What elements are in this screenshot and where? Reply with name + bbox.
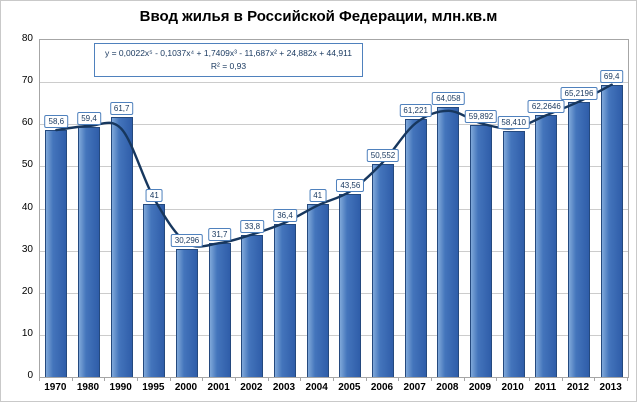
bar-value-label: 61,7 [109, 102, 134, 116]
bar-value-label: 50,552 [366, 149, 400, 163]
chart-title: Ввод жилья в Российской Федерации, млн.к… [139, 8, 498, 25]
x-axis-tick-label: 1970 [44, 382, 67, 393]
bar-value-label: 62,2646 [527, 99, 565, 113]
bar-2009 [470, 124, 492, 377]
bar-value-label: 61,221 [399, 104, 432, 118]
bar-2008 [437, 107, 460, 377]
x-axis-tick-label: 2010 [501, 382, 524, 393]
bar-value-label: 30,296 [170, 234, 204, 248]
gridline [40, 250, 628, 252]
bar-2010 [502, 130, 525, 377]
bar-value-label: 58,6 [44, 115, 69, 129]
x-axis-tick-label: 2002 [240, 382, 263, 393]
x-axis-tick [267, 377, 269, 381]
x-axis-tick [431, 377, 432, 381]
bar-value-label: 69,4 [599, 69, 624, 83]
x-axis-tick-label: 1995 [142, 382, 165, 393]
x-axis-tick [137, 377, 138, 381]
bar-2013 [600, 84, 623, 377]
bar-value-label: 58,410 [497, 115, 530, 129]
bar-2005 [339, 193, 362, 377]
y-axis-tick-label: 80 [21, 33, 33, 44]
x-axis-tick [333, 377, 334, 381]
x-axis-tick [104, 377, 106, 381]
bar-value-label: 33,8 [240, 219, 265, 233]
x-axis-tick-label: 1980 [76, 382, 100, 393]
bar-value-label: 59,892 [464, 109, 498, 123]
y-axis-tick-label: 60 [21, 117, 33, 129]
bar-2002 [241, 234, 264, 377]
bar-1995 [143, 204, 166, 377]
x-axis-tick-label: 2009 [468, 382, 492, 393]
bar-2000 [176, 249, 198, 377]
y-axis-tick-label: 70 [21, 75, 33, 87]
x-axis-tick-label: 2011 [534, 382, 557, 393]
x-axis-tick [561, 377, 563, 381]
x-axis-tick-label: 1990 [109, 382, 132, 393]
x-axis-tick [235, 377, 236, 381]
x-axis-tick-label: 2004 [305, 382, 328, 393]
y-axis-tick-label: 20 [21, 285, 33, 297]
x-axis-tick [594, 377, 596, 381]
trendline-equation-box: y = 0,0022x⁵ - 0,1037x⁴ + 1,7409x³ - 11,… [94, 43, 363, 77]
bar-1980 [78, 126, 100, 377]
plot-area: y = 0,0022x⁵ - 0,1037x⁴ + 1,7409x³ - 11,… [39, 39, 629, 378]
bar-value-label: 65,2196 [560, 87, 598, 101]
bar-value-label: 59,4 [77, 111, 101, 125]
x-axis-tick-label: 2003 [272, 382, 296, 393]
x-axis-tick [202, 377, 204, 381]
bar-value-label: 43,56 [336, 178, 365, 192]
bar-value-label: 41 [145, 189, 163, 203]
x-axis-tick-label: 2005 [338, 382, 361, 393]
bar-2006 [372, 164, 394, 377]
x-axis-tick-label: 2006 [370, 382, 394, 393]
x-axis-tick [398, 377, 400, 381]
bar-2011 [535, 114, 558, 377]
y-axis-tick-label: 0 [27, 370, 33, 381]
x-axis-tick-label: 2012 [566, 382, 590, 393]
x-axis-tick [529, 377, 530, 381]
bar-2012 [568, 102, 590, 377]
gridline [40, 292, 628, 294]
x-axis-tick [627, 377, 628, 381]
x-axis-tick [39, 377, 40, 381]
y-axis-tick-label: 50 [21, 159, 33, 171]
x-axis-tick [463, 377, 465, 381]
x-axis-tick [169, 377, 171, 381]
x-axis-tick [71, 377, 73, 381]
bar-value-label: 36,4 [273, 208, 297, 222]
y-axis-tick-label: 40 [21, 201, 33, 213]
bar-2001 [208, 243, 231, 377]
bar-2007 [404, 119, 427, 377]
bar-2003 [274, 223, 296, 377]
bar-1970 [45, 130, 68, 377]
x-axis-tick-label: 2008 [436, 382, 459, 393]
trendline-equation: y = 0,0022x⁵ - 0,1037x⁴ + 1,7409x³ - 11,… [105, 48, 352, 58]
trendline-r2-value: R² = 0,93 [210, 60, 247, 71]
bar-2004 [306, 204, 329, 377]
gridline [40, 334, 628, 336]
x-axis-tick [365, 377, 367, 381]
gridline [40, 82, 628, 84]
bar-value-label: 31,7 [207, 228, 232, 242]
bar-value-label: 41 [309, 189, 327, 203]
y-axis-tick-label: 10 [21, 327, 33, 339]
bar-value-label: 64,058 [432, 92, 465, 106]
x-axis-tick-label: 2007 [403, 382, 426, 393]
y-axis-tick-label: 30 [21, 243, 33, 255]
bar-1990 [110, 117, 133, 377]
x-axis-tick [300, 377, 302, 381]
x-axis-tick [496, 377, 498, 381]
x-axis-tick-label: 2000 [174, 382, 198, 393]
x-axis-tick-label: 2013 [599, 382, 622, 393]
x-axis-tick-label: 2001 [207, 382, 230, 393]
